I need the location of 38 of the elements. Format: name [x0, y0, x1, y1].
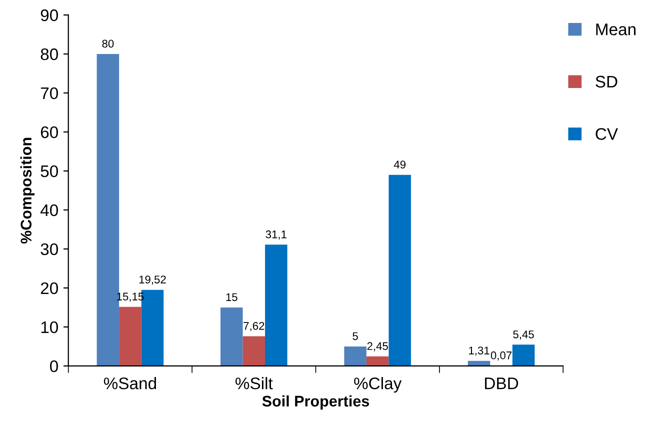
- x-tick-label: %Sand: [104, 377, 156, 390]
- data-label: 19,52: [139, 276, 166, 285]
- data-label: 5,45: [513, 330, 534, 340]
- data-label: 5: [352, 332, 358, 340]
- bar: [242, 336, 266, 366]
- y-tick-label: 70: [40, 87, 58, 100]
- data-label: 15: [226, 293, 238, 302]
- data-label: 1,31: [469, 346, 490, 356]
- data-label: 80: [102, 40, 114, 48]
- y-tick-label: 40: [40, 204, 58, 216]
- y-tick-label: 20: [40, 282, 58, 294]
- y-tick-label: 30: [40, 243, 58, 256]
- data-label: 2,45: [367, 342, 388, 352]
- y-tick-label: 50: [40, 165, 58, 178]
- bar: [344, 346, 366, 366]
- y-tick-label: 80: [40, 48, 58, 60]
- y-axis-title: %Composition: [20, 138, 35, 244]
- data-label: 0,07: [490, 351, 512, 361]
- bar: [366, 356, 389, 366]
- data-label: 31,1: [266, 230, 286, 240]
- x-tick-label: DBD: [485, 378, 518, 390]
- x-axis-title: Soil Properties: [262, 395, 370, 410]
- y-tick-label: 90: [40, 9, 58, 22]
- bar: [388, 174, 411, 366]
- bar: [119, 306, 142, 366]
- bar: [265, 244, 288, 366]
- legend-label: Mean: [596, 24, 636, 36]
- bar: [220, 307, 243, 366]
- x-tick-label: %Silt: [235, 377, 273, 390]
- legend-label: CV: [596, 128, 618, 140]
- legend-label: SD: [596, 76, 618, 88]
- y-tick-label: 60: [40, 126, 58, 138]
- y-tick-label: 0: [50, 360, 58, 372]
- x-tick-label: %Clay: [354, 377, 402, 393]
- bar: [512, 344, 535, 366]
- data-label: 7,62: [244, 322, 264, 332]
- y-tick-label: 10: [41, 321, 58, 334]
- data-label: 49: [394, 160, 406, 168]
